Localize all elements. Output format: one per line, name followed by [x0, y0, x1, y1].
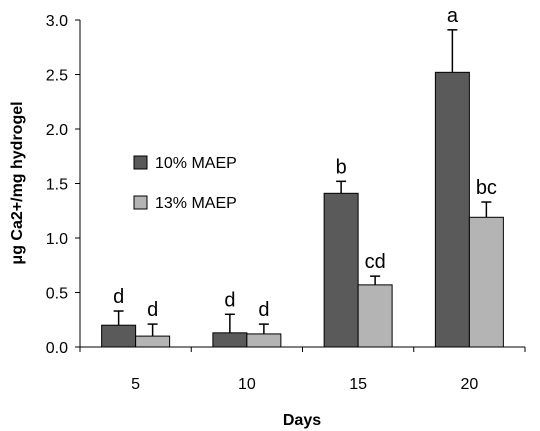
x-tick-label: 5: [131, 376, 140, 393]
y-tick-label: 1.5: [46, 177, 68, 194]
y-tick-label: 0.5: [46, 286, 68, 303]
significance-label: d: [113, 286, 124, 308]
significance-label: b: [336, 156, 347, 178]
y-axis-title: μg Ca2+/mg hydrogel: [9, 101, 26, 264]
x-tick-label: 10: [238, 376, 256, 393]
bar: [357, 284, 393, 348]
y-tick-label: 1.0: [46, 231, 68, 248]
legend-swatch-10pct: [133, 155, 148, 170]
bar: [246, 333, 282, 348]
significance-label: a: [447, 5, 459, 27]
x-axis-title: Days: [283, 412, 321, 429]
error-bars: [113, 29, 492, 337]
x-tick-label: 20: [460, 376, 478, 393]
x-ticks: 5 10 15 20: [79, 347, 526, 393]
significance-label: d: [224, 289, 235, 311]
significance-labels: d d b a d d cd bc: [113, 5, 497, 321]
legend-label-13pct: 13% MAEP: [155, 195, 237, 212]
y-ticks: 0.0 0.5 1.0 1.5 2.0 2.5 3.0: [46, 13, 80, 357]
legend-swatch-13pct: [133, 195, 148, 210]
y-tick-label: 3.0: [46, 13, 68, 30]
y-tick-label: 0.0: [46, 340, 68, 357]
bar: [135, 335, 171, 348]
bar: [434, 71, 470, 348]
bar: [468, 216, 504, 348]
significance-label: d: [258, 299, 269, 321]
significance-label: bc: [476, 177, 497, 199]
bars: [101, 71, 504, 348]
bar: [101, 324, 137, 348]
y-tick-label: 2.0: [46, 122, 68, 139]
legend-label-10pct: 10% MAEP: [155, 155, 237, 172]
legend: 10% MAEP 13% MAEP: [133, 155, 237, 212]
significance-label: cd: [365, 251, 386, 273]
bar: [212, 332, 248, 348]
bar: [323, 192, 359, 348]
significance-label: d: [147, 299, 158, 321]
y-tick-label: 2.5: [46, 68, 68, 85]
x-tick-label: 15: [349, 376, 367, 393]
